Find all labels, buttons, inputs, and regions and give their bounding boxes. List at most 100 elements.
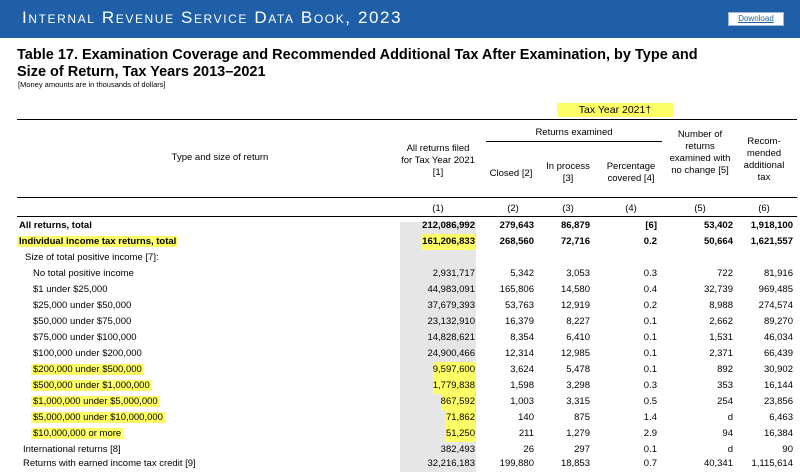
tax-year-header: Tax Year 2021† [557,103,673,117]
cell-no-change: 32,739 [703,284,733,295]
table-row: $75,000 under $100,000 14,828,621 8,354 … [17,330,797,346]
table-note: [Money amounts are in thousands of dolla… [18,80,166,89]
cell-closed: 165,806 [499,284,534,295]
row-label-text: $500,000 under $1,000,000 [31,380,152,391]
download-xlsx-link[interactable]: Download XLSX [728,12,784,35]
cell-no-change: d [727,444,733,455]
colnum-1: (1) [432,203,444,214]
cell-no-change: 892 [717,364,733,375]
cell-closed: 8,354 [510,332,534,343]
cell-in-process: 3,298 [566,380,590,391]
row-label: Individual income tax returns, total [17,234,179,250]
table-row: Individual income tax returns, total 161… [17,234,797,250]
cell-pct-covered: 0.1 [643,348,657,359]
cell-recommended-tax: 1,115,614 [751,458,793,469]
cell-pct-covered: 0.5 [643,396,657,407]
cell-in-process: 12,985 [560,348,590,359]
cell-no-change: 353 [717,380,733,391]
cell-closed: 199,880 [499,458,534,469]
row-label: $5,000,000 under $10,000,000 [31,410,165,426]
row-label-text: $200,000 under $500,000 [31,364,144,375]
cell-all-returns: 32,216,183 [427,458,475,469]
cell-closed: 16,379 [504,316,534,327]
cell-pct-covered: 0.2 [643,236,657,247]
cell-all-returns: 23,132,910 [427,316,475,327]
row-label-text: All returns, total [19,220,92,231]
cell-in-process: 8,227 [566,316,590,327]
cell-in-process: 6,410 [566,332,590,343]
table-row: $50,000 under $75,000 23,132,910 16,379 … [17,314,797,330]
top-rule [17,119,797,120]
cell-pct-covered: 0.4 [643,284,657,295]
cell-no-change: 254 [717,396,733,407]
cell-in-process: 12,919 [560,300,590,311]
row-label: $50,000 under $75,000 [31,314,133,330]
cell-pct-covered: [6] [645,220,657,231]
cell-no-change: 1,531 [709,332,733,343]
cell-recommended-tax: 66,439 [763,348,793,359]
cell-no-change: 94 [722,428,733,439]
cell-pct-covered: 1.4 [643,412,657,423]
cell-recommended-tax: 30,902 [763,364,793,375]
cell-recommended-tax: 46,034 [763,332,793,343]
cell-recommended-tax: 274,574 [758,300,793,311]
cell-in-process: 3,053 [566,268,590,279]
cell-in-process: 3,315 [566,396,590,407]
cell-all-returns: 51,250 [445,426,475,442]
table-row: $25,000 under $50,000 37,679,393 53,763 … [17,298,797,314]
cell-recommended-tax: 16,144 [763,380,793,391]
header-returns-examined: Returns examined [535,127,613,138]
row-label-text: $1 under $25,000 [33,284,108,295]
cell-pct-covered: 0.1 [643,444,657,455]
header-closed: Closed [2] [489,168,533,179]
table-row: All returns, total 212,086,992 279,643 8… [17,218,797,234]
cell-pct-covered: 0.1 [643,332,657,343]
row-label-text: $100,000 under $200,000 [33,348,142,359]
returns-examined-rule [486,141,662,142]
cell-no-change: 722 [717,268,733,279]
row-label: $200,000 under $500,000 [31,362,144,378]
cell-recommended-tax: 6,463 [769,412,793,423]
row-label: International returns [8] [21,442,123,458]
table-row: Returns with earned income tax credit [9… [17,456,797,472]
row-label-text: $25,000 under $50,000 [33,300,132,311]
cell-closed: 5,342 [510,268,534,279]
row-label: $25,000 under $50,000 [31,298,133,314]
cell-closed: 1,598 [510,380,534,391]
row-label: $1 under $25,000 [31,282,109,298]
cell-all-returns: 9,597,600 [432,362,475,378]
row-label: $75,000 under $100,000 [31,330,139,346]
cell-closed: 3,624 [510,364,534,375]
colnum-2: (2) [507,203,519,214]
cell-all-returns: 161,206,833 [422,234,475,250]
row-label-text: $5,000,000 under $10,000,000 [31,412,165,423]
header-all-returns: All returns filed for Tax Year 2021 [1] [401,143,475,178]
header-banner: Internal Revenue Service Data Book, 2023… [0,0,800,38]
cell-pct-covered: 0.1 [643,316,657,327]
cell-closed: 140 [518,412,534,423]
row-label-text: $75,000 under $100,000 [33,332,137,343]
cell-in-process: 72,716 [560,236,590,247]
cell-all-returns: 867,592 [440,394,475,410]
header-recommended-tax: Recom-mended additional tax [743,136,785,183]
row-label-text: $1,000,000 under $5,000,000 [31,396,160,407]
cell-all-returns: 1,779,838 [432,378,475,394]
cell-all-returns: 37,679,393 [427,300,475,311]
row-label: $1,000,000 under $5,000,000 [31,394,160,410]
table-title: Table 17. Examination Coverage and Recom… [17,47,698,80]
row-label: Size of total positive income [7]: [23,250,161,266]
colnum-5: (5) [694,203,706,214]
row-label: Returns with earned income tax credit [9… [21,456,198,472]
header-in-process: In process [3] [546,161,590,184]
table-row: International returns [8] 382,493 26 297… [17,442,797,458]
row-label-text: No total positive income [33,268,134,279]
cell-closed: 268,560 [499,236,534,247]
cell-no-change: 2,371 [709,348,733,359]
cell-in-process: 14,580 [560,284,590,295]
cell-no-change: 53,402 [703,220,733,231]
row-label: $100,000 under $200,000 [31,346,144,362]
cell-in-process: 875 [574,412,590,423]
cell-in-process: 297 [574,444,590,455]
cell-recommended-tax: 16,384 [763,428,793,439]
row-label: $10,000,000 or more [31,426,124,442]
